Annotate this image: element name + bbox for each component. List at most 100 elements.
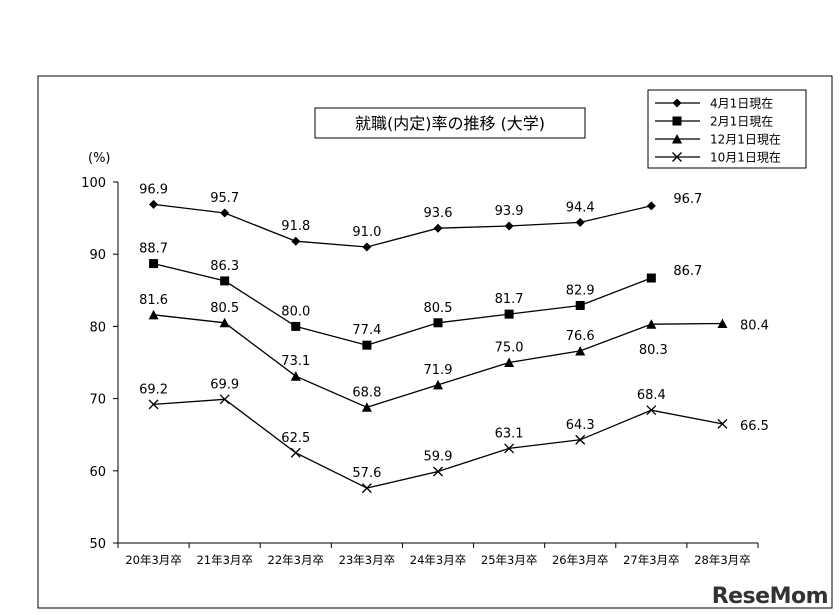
x-tick-label: 26年3月卒: [552, 553, 608, 567]
x-tick-label: 25年3月卒: [481, 553, 537, 567]
data-point: [575, 217, 585, 227]
data-point: [646, 405, 657, 416]
data-point: [717, 418, 728, 429]
data-point: [504, 443, 515, 454]
data-point: [504, 221, 514, 231]
legend-marker: [672, 152, 682, 162]
data-label: 80.3: [639, 343, 668, 358]
data-point: [220, 276, 230, 286]
series-line: [153, 203, 652, 248]
data-label: 93.9: [495, 204, 524, 219]
y-tick-label: 60: [89, 465, 106, 480]
x-tick-label: 27年3月卒: [623, 553, 679, 567]
legend-label: 10月1日現在: [710, 151, 781, 165]
data-label: 80.0: [281, 304, 310, 319]
x-marker-stroke: [672, 152, 682, 162]
data-label: 93.6: [424, 206, 453, 221]
data-label: 71.9: [424, 363, 453, 378]
data-point: [646, 201, 656, 211]
data-label: 96.9: [139, 182, 168, 197]
data-label: 59.9: [424, 450, 453, 465]
x-marker-stroke: [361, 483, 372, 494]
y-tick-label: 90: [89, 248, 106, 263]
x-marker-stroke: [290, 447, 301, 458]
data-point: [575, 300, 585, 310]
data-point: [219, 394, 230, 405]
series-1: 96.9 95.7 91.8 91.0 93.6 93.9 94.4 96.7: [139, 182, 702, 252]
data-point: [291, 321, 301, 331]
legend-label: 2月1日現在: [710, 115, 773, 129]
data-point: [646, 273, 656, 283]
data-label: 88.7: [139, 242, 168, 257]
series-4: 69.2 69.9 62.5 57.6 59.9 63.1 64.3 68.4 66.5: [139, 377, 769, 494]
data-point: [362, 242, 372, 252]
data-point: [219, 317, 230, 328]
data-label: 68.4: [637, 388, 666, 403]
legend-marker: [672, 134, 682, 144]
data-point: [148, 309, 159, 320]
data-label: 76.6: [566, 329, 595, 344]
data-label: 73.1: [281, 354, 310, 369]
legend-marker: [672, 98, 682, 108]
data-label: 62.5: [281, 431, 310, 446]
data-point: [362, 340, 372, 350]
data-label: 66.5: [740, 419, 769, 434]
x-marker-stroke: [504, 443, 515, 454]
y-tick-label: 100: [81, 176, 106, 191]
data-label: 80.4: [740, 319, 769, 334]
y-tick-label: 50: [89, 537, 106, 552]
data-point: [149, 259, 159, 269]
y-tick-label: 70: [89, 393, 106, 408]
series-layer: 96.9 95.7 91.8 91.0 93.6 93.9 94.4 96.7 88.7 86.3…: [139, 182, 769, 494]
legend-label: 4月1日現在: [710, 97, 773, 111]
data-point: [290, 447, 301, 458]
x-marker-stroke: [646, 405, 657, 416]
x-tick-label: 21年3月卒: [196, 553, 252, 567]
data-label: 91.0: [352, 225, 381, 240]
data-point: [504, 309, 514, 319]
data-label: 86.3: [210, 259, 239, 274]
data-point: [575, 434, 586, 445]
data-point: [149, 199, 159, 209]
data-label: 68.8: [352, 385, 381, 400]
data-point: [433, 466, 443, 477]
data-label: 80.5: [210, 301, 239, 316]
data-label: 81.7: [495, 292, 524, 307]
data-point: [504, 357, 515, 367]
data-point: [433, 223, 443, 233]
legend: 4月1日現在 2月1日現在 12月1日現在 10月1日現在: [655, 97, 781, 165]
x-tick-label: 22年3月卒: [268, 553, 324, 567]
x-marker-stroke: [148, 399, 159, 410]
data-label: 81.6: [139, 293, 168, 308]
data-label: 64.3: [566, 418, 595, 433]
data-point: [148, 399, 159, 410]
data-label: 94.4: [566, 200, 595, 215]
data-label: 69.9: [210, 377, 239, 392]
legend-marker: [672, 116, 682, 126]
x-marker-stroke: [575, 434, 586, 445]
data-label: 75.0: [495, 341, 524, 356]
data-label: 80.5: [424, 301, 453, 316]
data-point: [361, 483, 372, 494]
data-label: 77.4: [352, 323, 381, 338]
chart-frame: [37, 75, 833, 609]
x-tick-label: 23年3月卒: [339, 553, 395, 567]
x-marker-stroke: [219, 394, 230, 405]
data-label: 82.9: [566, 283, 595, 298]
data-label: 86.7: [673, 264, 702, 279]
x-tick-label: 28年3月卒: [694, 553, 750, 567]
data-label: 69.2: [139, 382, 168, 397]
x-marker-stroke: [433, 466, 443, 477]
data-label: 95.7: [210, 191, 239, 206]
axes: 50 60 70 80 90 100 20年3月卒 21年3月卒 22年3月卒 23年3月卒 24年…: [81, 176, 759, 567]
x-tick-label: 20年3月卒: [125, 553, 181, 567]
title-box: [314, 107, 586, 139]
resemom-logo: ReseMom: [711, 584, 829, 609]
y-axis-unit: (%): [88, 151, 111, 166]
data-point: [433, 318, 443, 328]
data-point: [291, 236, 301, 246]
data-point: [433, 379, 443, 390]
data-label: 57.6: [352, 466, 381, 481]
